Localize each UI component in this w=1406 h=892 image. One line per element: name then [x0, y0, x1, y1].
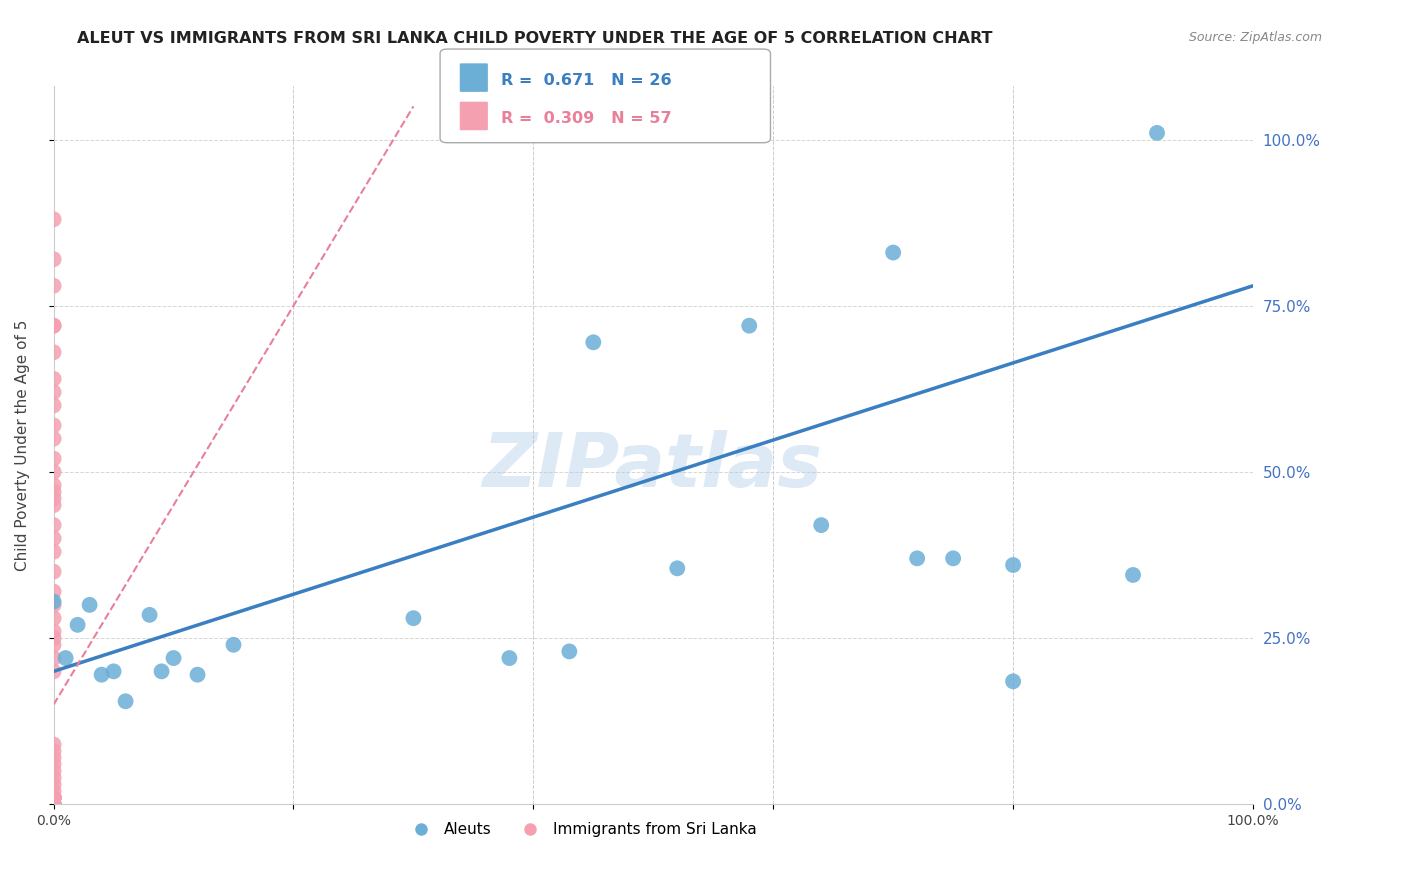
Point: [942, 551, 965, 566]
Point: [1002, 674, 1025, 689]
Point: [42, 631, 65, 645]
Point: [402, 611, 425, 625]
Point: [42, 518, 65, 533]
Point: [42, 797, 65, 812]
Point: [42, 764, 65, 778]
Text: R =  0.671   N = 26: R = 0.671 N = 26: [501, 73, 671, 87]
Point: [42, 544, 65, 558]
Point: [66, 617, 89, 632]
Point: [42, 797, 65, 812]
Point: [42, 797, 65, 812]
Point: [55, 651, 77, 665]
Point: [42, 797, 65, 812]
Point: [42, 744, 65, 758]
Point: [90, 667, 112, 681]
Point: [42, 797, 65, 812]
Point: [42, 212, 65, 227]
Point: [186, 667, 208, 681]
Point: [42, 598, 65, 612]
Point: [103, 665, 125, 679]
Text: ZIPatlas: ZIPatlas: [484, 430, 824, 503]
Point: [42, 451, 65, 466]
FancyBboxPatch shape: [440, 49, 770, 143]
Legend: Aleuts, Immigrants from Sri Lanka: Aleuts, Immigrants from Sri Lanka: [399, 816, 763, 843]
Point: [42, 565, 65, 579]
Point: [114, 694, 136, 708]
Text: Source: ZipAtlas.com: Source: ZipAtlas.com: [1188, 31, 1322, 45]
Point: [42, 418, 65, 433]
Point: [42, 594, 65, 608]
Point: [42, 797, 65, 812]
Point: [42, 790, 65, 805]
Point: [42, 532, 65, 546]
Point: [810, 518, 832, 533]
Point: [42, 738, 65, 752]
Text: R =  0.309   N = 57: R = 0.309 N = 57: [501, 112, 671, 126]
Point: [42, 651, 65, 665]
Point: [42, 611, 65, 625]
Point: [42, 345, 65, 359]
Point: [42, 318, 65, 333]
Point: [42, 777, 65, 791]
Point: [42, 790, 65, 805]
Point: [42, 790, 65, 805]
Point: [738, 318, 761, 333]
Point: [42, 252, 65, 267]
Point: [42, 790, 65, 805]
Point: [42, 432, 65, 446]
Point: [42, 790, 65, 805]
Point: [42, 797, 65, 812]
Point: [42, 372, 65, 386]
Point: [42, 797, 65, 812]
Point: [162, 651, 184, 665]
Point: [42, 278, 65, 293]
Point: [1002, 558, 1025, 572]
Point: [222, 638, 245, 652]
Point: [150, 665, 173, 679]
Point: [42, 385, 65, 400]
Point: [42, 638, 65, 652]
Point: [498, 651, 520, 665]
Point: [882, 245, 904, 260]
FancyBboxPatch shape: [460, 63, 488, 92]
Point: [1146, 126, 1168, 140]
Point: [42, 790, 65, 805]
Point: [42, 751, 65, 765]
Point: [42, 465, 65, 479]
Point: [558, 644, 581, 658]
Point: [79, 598, 101, 612]
Point: [42, 491, 65, 506]
Point: [42, 790, 65, 805]
Point: [42, 797, 65, 812]
Point: [42, 624, 65, 639]
Point: [42, 665, 65, 679]
Y-axis label: Child Poverty Under the Age of 5: Child Poverty Under the Age of 5: [15, 319, 30, 571]
Point: [42, 478, 65, 492]
Text: ALEUT VS IMMIGRANTS FROM SRI LANKA CHILD POVERTY UNDER THE AGE OF 5 CORRELATION : ALEUT VS IMMIGRANTS FROM SRI LANKA CHILD…: [77, 31, 993, 46]
Point: [42, 484, 65, 499]
Point: [138, 607, 160, 622]
Point: [42, 584, 65, 599]
Point: [42, 318, 65, 333]
Point: [42, 757, 65, 772]
FancyBboxPatch shape: [460, 102, 488, 130]
Point: [42, 771, 65, 785]
Point: [42, 790, 65, 805]
Point: [42, 797, 65, 812]
Point: [42, 790, 65, 805]
Point: [1122, 568, 1144, 582]
Point: [42, 790, 65, 805]
Point: [582, 335, 605, 350]
Point: [42, 784, 65, 798]
Point: [42, 498, 65, 512]
Point: [42, 399, 65, 413]
Point: [666, 561, 689, 575]
Point: [905, 551, 928, 566]
